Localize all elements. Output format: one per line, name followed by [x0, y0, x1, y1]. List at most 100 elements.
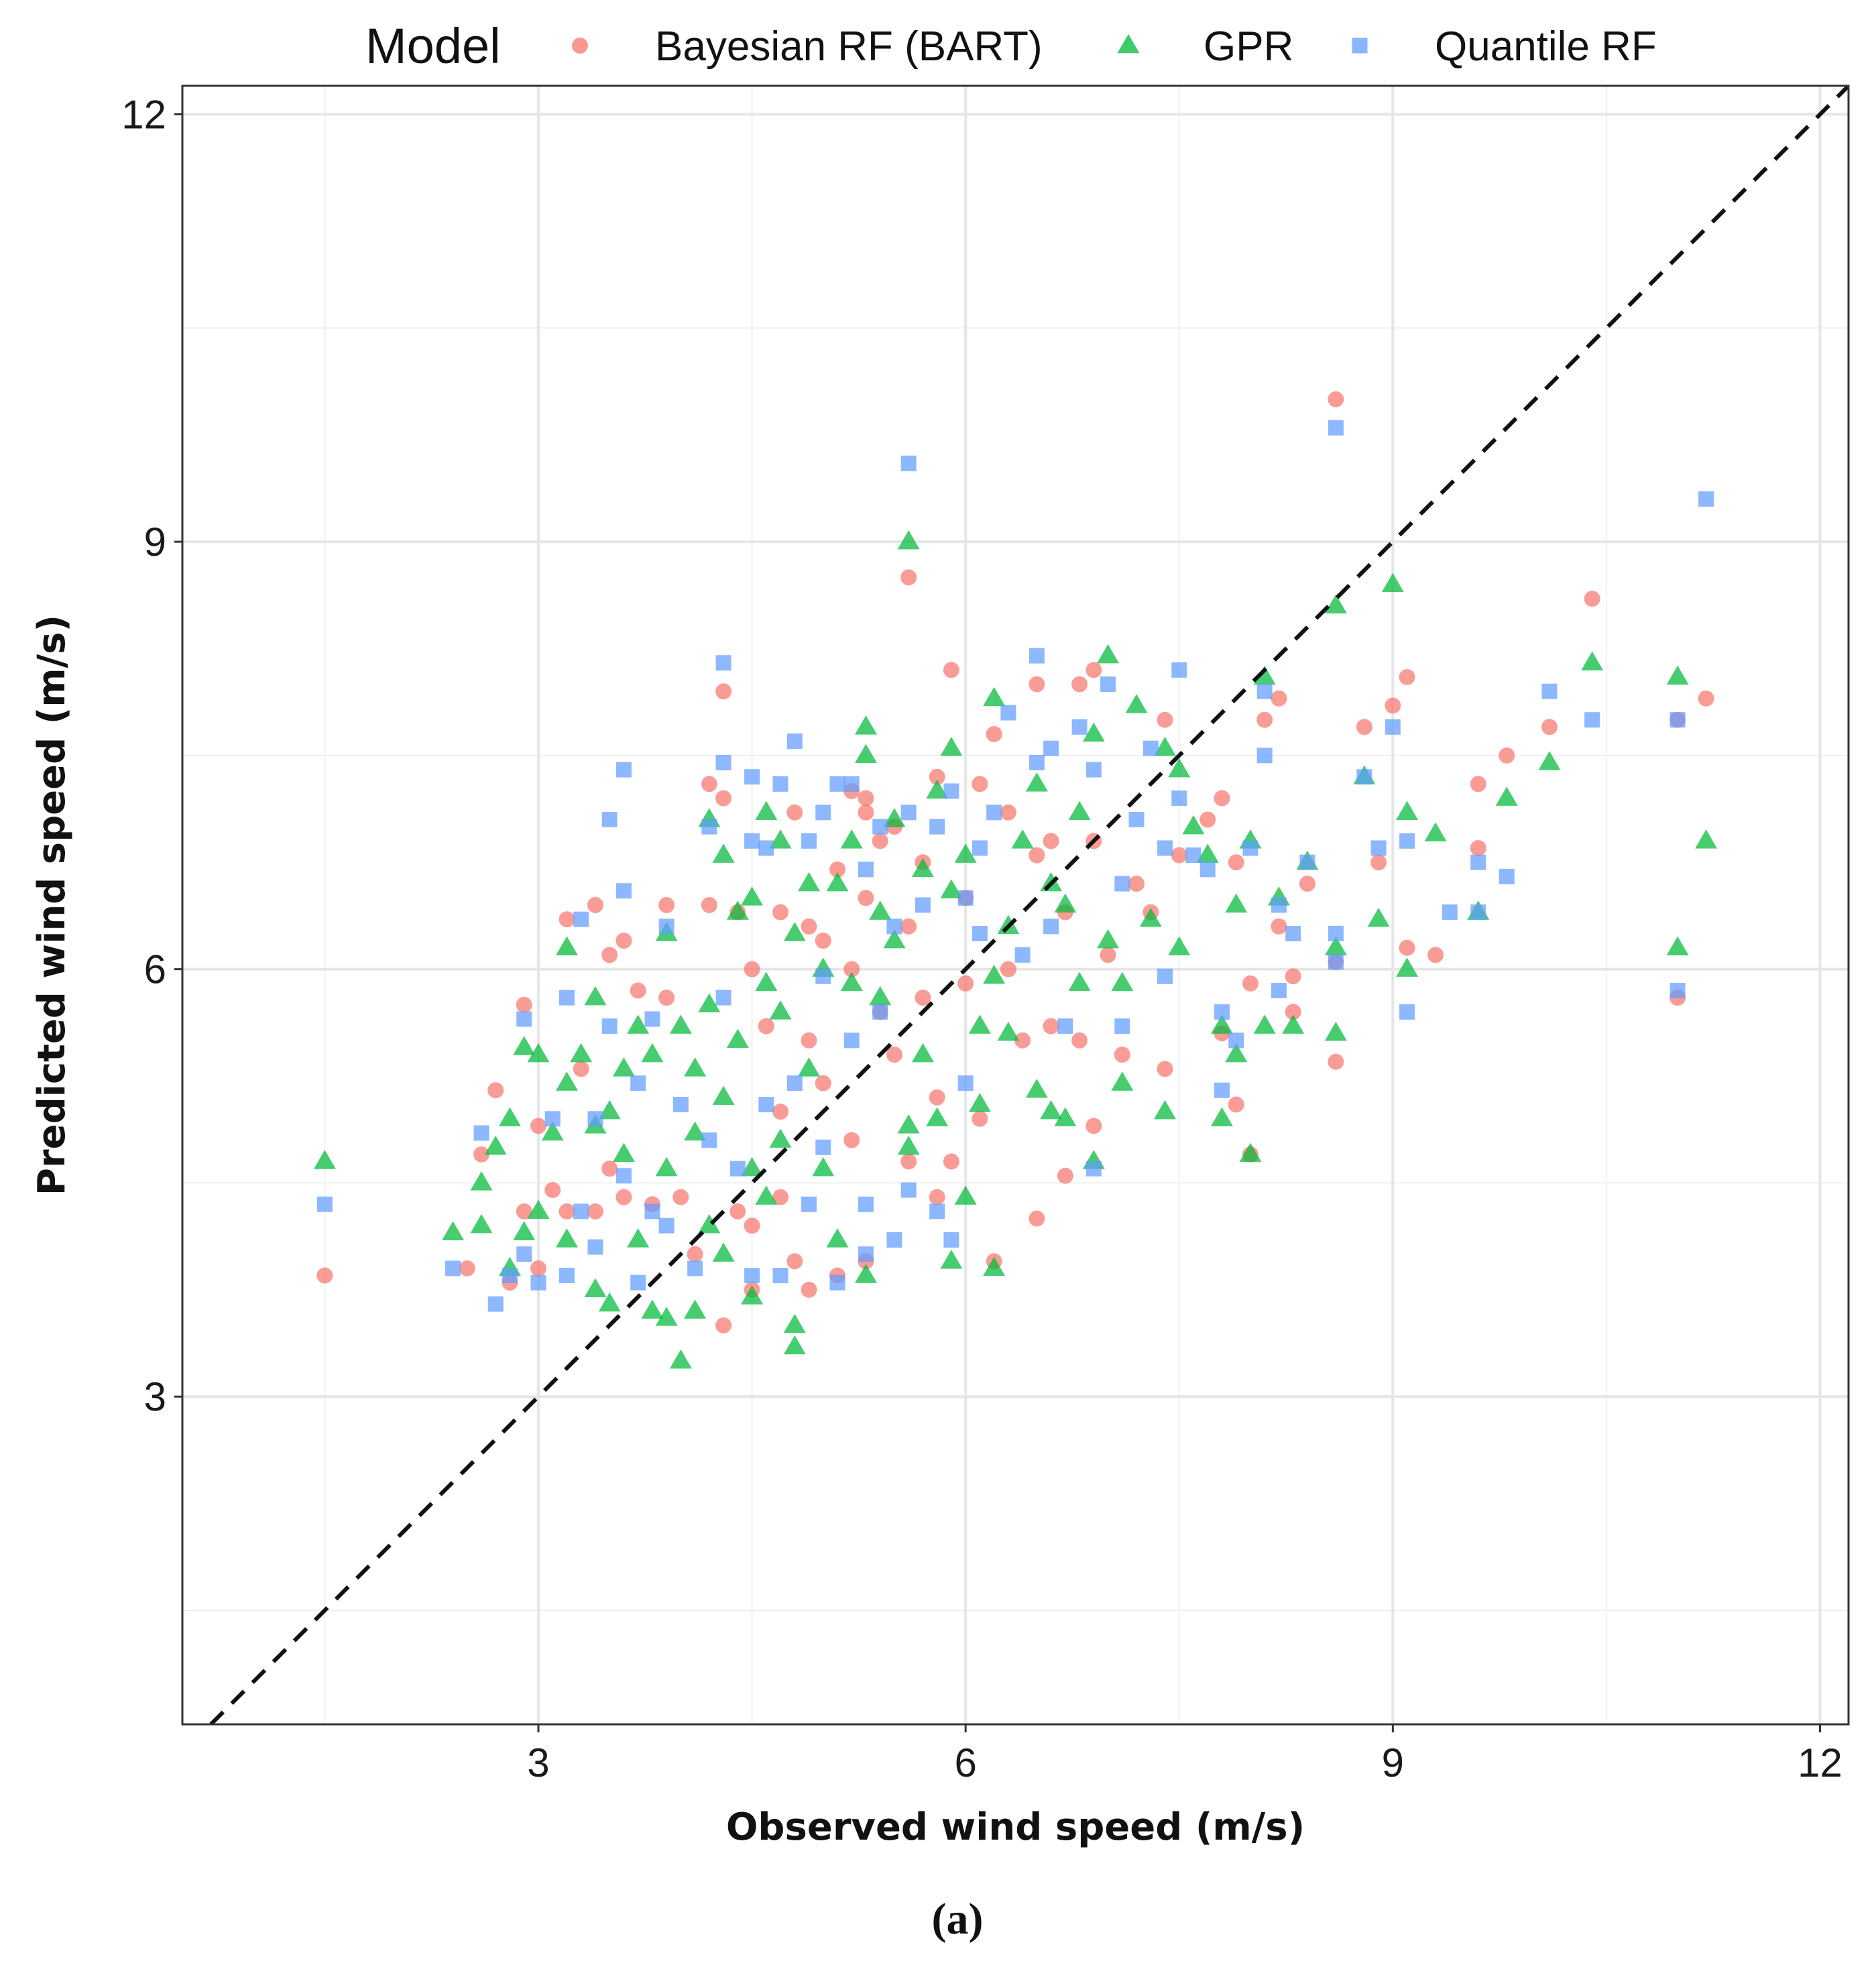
point-square [544, 1111, 561, 1127]
point-triangle [1068, 800, 1091, 821]
point-triangle [627, 1228, 650, 1248]
point-triangle [1666, 936, 1689, 956]
point-circle [1228, 854, 1244, 871]
point-square [801, 833, 817, 849]
point-square [886, 918, 902, 935]
point-square [1086, 1161, 1102, 1177]
point-square [1256, 748, 1273, 764]
point-triangle [527, 1199, 550, 1220]
point-square [1029, 754, 1045, 770]
point-square [1114, 876, 1130, 892]
point-square [900, 455, 917, 471]
point-circle [1499, 747, 1515, 764]
point-square [1029, 648, 1045, 664]
point-triangle [968, 1014, 991, 1034]
point-triangle [997, 1022, 1020, 1041]
point-circle [1086, 1118, 1102, 1134]
point-circle [843, 1132, 860, 1148]
point-circle [900, 918, 917, 935]
plot-panel [182, 86, 1849, 1724]
point-circle [786, 1253, 803, 1270]
legend-entry: Quantile RF [1352, 23, 1657, 70]
point-square [1399, 833, 1415, 849]
point-square [829, 1274, 845, 1291]
point-square [1071, 719, 1088, 735]
point-square [1285, 926, 1301, 942]
point-square [1370, 840, 1387, 856]
point-square [715, 990, 731, 1006]
point-triangle [570, 1043, 593, 1063]
point-triangle [1253, 1014, 1276, 1034]
point-triangle [1168, 936, 1191, 956]
point-triangle [1381, 573, 1404, 593]
point-square [1385, 719, 1401, 735]
point-circle [487, 1082, 504, 1099]
point-square [1328, 926, 1344, 942]
point-square [601, 1018, 618, 1034]
point-circle [886, 1047, 902, 1063]
legend-label: Bayesian RF (BART) [655, 23, 1043, 70]
point-triangle [1225, 893, 1248, 913]
point-square [943, 1232, 959, 1248]
point-triangle [983, 1256, 1006, 1276]
point-circle [772, 904, 789, 920]
point-square [573, 911, 589, 927]
point-circle [972, 776, 988, 792]
point-square [658, 1217, 675, 1234]
point-square [630, 1274, 646, 1291]
point-triangle [983, 687, 1006, 707]
point-circle [1356, 719, 1372, 735]
point-square [1157, 840, 1173, 856]
point-square [587, 1111, 603, 1127]
point-square [915, 897, 931, 913]
point-triangle [1239, 1142, 1262, 1163]
point-circle [772, 1189, 789, 1205]
point-triangle [555, 1228, 578, 1248]
point-circle [858, 790, 874, 807]
point-circle [715, 790, 732, 807]
point-circle [943, 662, 959, 678]
data-points [313, 391, 1718, 1369]
point-circle [744, 1217, 760, 1234]
point-triangle [883, 929, 906, 949]
point-square [1669, 712, 1686, 728]
point-square [843, 1032, 860, 1049]
point-triangle [1011, 829, 1034, 849]
point-triangle [513, 1221, 536, 1241]
point-circle [1385, 697, 1401, 714]
point-circle [1128, 876, 1145, 892]
point-circle [1199, 811, 1216, 828]
point-circle [658, 897, 675, 913]
point-square [1086, 762, 1102, 778]
point-square [644, 1011, 660, 1027]
point-square [886, 1232, 902, 1248]
y-axis: 3 6 9 12 [121, 93, 182, 1419]
point-square [672, 1097, 689, 1113]
point-square [1470, 854, 1486, 870]
point-square [316, 1196, 333, 1212]
point-square [1271, 897, 1287, 913]
point-triangle [1196, 843, 1219, 863]
point-triangle [755, 971, 778, 992]
point-square [801, 1196, 817, 1212]
point-triangle [926, 779, 949, 799]
point-circle [1014, 1032, 1031, 1049]
point-circle [559, 1203, 575, 1220]
point-square [530, 1274, 546, 1291]
point-circle [1057, 1167, 1073, 1184]
point-square [658, 918, 675, 935]
y-axis-title: Predicted wind speed (m/s) [30, 615, 74, 1195]
point-square [1328, 420, 1344, 436]
point-circle [1157, 711, 1173, 728]
point-triangle [655, 1156, 678, 1177]
point-square [872, 1004, 888, 1020]
point-triangle [1581, 651, 1604, 670]
point-square [815, 968, 831, 984]
point-square [943, 783, 959, 799]
point-triangle [1225, 1043, 1248, 1063]
point-circle [1029, 847, 1045, 864]
point-circle [715, 683, 732, 700]
point-triangle [655, 1307, 678, 1326]
point-triangle [954, 1185, 977, 1205]
point-square [473, 1125, 489, 1141]
